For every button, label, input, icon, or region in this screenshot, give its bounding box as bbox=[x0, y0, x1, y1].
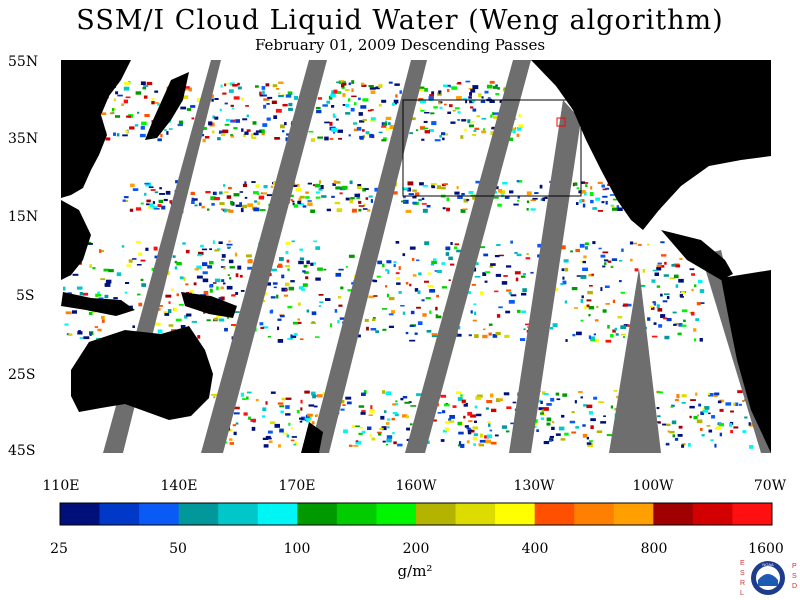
colorbar-swatch bbox=[218, 503, 259, 525]
colorbar-swatch bbox=[376, 503, 417, 525]
lat-label-15n: 15N bbox=[8, 209, 39, 225]
cloud-water-pixels bbox=[61, 80, 766, 449]
colorbar-label-25: 25 bbox=[50, 541, 68, 557]
logo-letter-p: P bbox=[792, 563, 797, 570]
lon-label-70w: 70W bbox=[753, 478, 787, 494]
map-title: SSM/I Cloud Liquid Water (Weng algorithm… bbox=[76, 5, 724, 36]
australia bbox=[71, 326, 213, 420]
lon-label-160w: 160W bbox=[395, 478, 437, 494]
lat-label-35n: 35N bbox=[8, 131, 39, 147]
noaa-esrl-psd-logo: E S R L P S D NOAA bbox=[740, 560, 797, 597]
colorbar-swatch bbox=[416, 503, 457, 525]
swath-gap-5 bbox=[509, 100, 581, 453]
lat-label-45s: 45S bbox=[8, 443, 36, 459]
lon-label-140e: 140E bbox=[160, 478, 198, 494]
colorbar-swatch bbox=[336, 503, 377, 525]
japan bbox=[145, 72, 189, 140]
lon-label-100w: 100W bbox=[632, 478, 674, 494]
colorbar-label-800: 800 bbox=[640, 541, 668, 557]
noaa-seal-wave bbox=[758, 574, 778, 586]
colorbar bbox=[59, 502, 773, 526]
swath-gap-4 bbox=[405, 60, 531, 453]
colorbar-label-50: 50 bbox=[169, 541, 187, 557]
logo-letter-e: E bbox=[740, 560, 745, 567]
swath-gap-3 bbox=[309, 60, 427, 453]
colorbar-swatch bbox=[455, 503, 496, 525]
colorbar-label-100: 100 bbox=[283, 541, 311, 557]
colorbar-swatch bbox=[297, 503, 338, 525]
north-america bbox=[531, 60, 771, 230]
colorbar-swatch bbox=[257, 503, 298, 525]
colorbar-swatch bbox=[653, 503, 694, 525]
swath-gap-2 bbox=[201, 60, 327, 453]
colorbar-swatch bbox=[60, 503, 101, 525]
colorbar-label-400: 400 bbox=[521, 541, 549, 557]
new-zealand bbox=[301, 422, 323, 453]
colorbar-swatch bbox=[613, 503, 654, 525]
logo-letter-r: R bbox=[740, 580, 745, 587]
colorbar-border bbox=[59, 502, 773, 526]
colorbar-swatch bbox=[495, 503, 536, 525]
central-america bbox=[661, 230, 733, 280]
land-masses bbox=[61, 60, 771, 453]
swath-gap-6 bbox=[609, 268, 661, 453]
logo-letter-d: D bbox=[792, 583, 797, 590]
map-subtitle: February 01, 2009 Descending Passes bbox=[254, 36, 546, 54]
colorbar-swatch bbox=[139, 503, 180, 525]
colorbar-label-200: 200 bbox=[402, 541, 430, 557]
lat-label-25s: 25S bbox=[8, 367, 36, 383]
region-outline-box bbox=[402, 99, 582, 197]
logo-letter-s: S bbox=[740, 570, 745, 577]
colorbar-swatch bbox=[732, 503, 773, 525]
lat-label-55n: 55N bbox=[8, 54, 39, 70]
lon-label-170e: 170E bbox=[278, 478, 316, 494]
cloud-liquid-water-map bbox=[61, 60, 771, 453]
noaa-seal-text: NOAA bbox=[762, 562, 774, 567]
lat-label-5s: 5S bbox=[16, 288, 35, 304]
logo-letter-s2: S bbox=[792, 573, 797, 580]
lon-label-130w: 130W bbox=[513, 478, 555, 494]
colorbar-swatch bbox=[534, 503, 575, 525]
indochina bbox=[61, 200, 91, 280]
indonesia bbox=[61, 292, 135, 316]
logo-letter-l: L bbox=[740, 590, 744, 597]
colorbar-units: g/m² bbox=[397, 562, 433, 580]
colorbar-label-1600: 1600 bbox=[748, 541, 784, 557]
colorbar-swatch bbox=[178, 503, 219, 525]
colorbar-swatch bbox=[574, 503, 615, 525]
new-guinea bbox=[181, 292, 237, 318]
colorbar-swatch bbox=[99, 503, 140, 525]
asia-mainland bbox=[61, 60, 131, 198]
south-america bbox=[721, 270, 771, 453]
lon-label-110e: 110E bbox=[42, 478, 80, 494]
colorbar-swatch bbox=[692, 503, 733, 525]
location-marker bbox=[556, 117, 566, 127]
